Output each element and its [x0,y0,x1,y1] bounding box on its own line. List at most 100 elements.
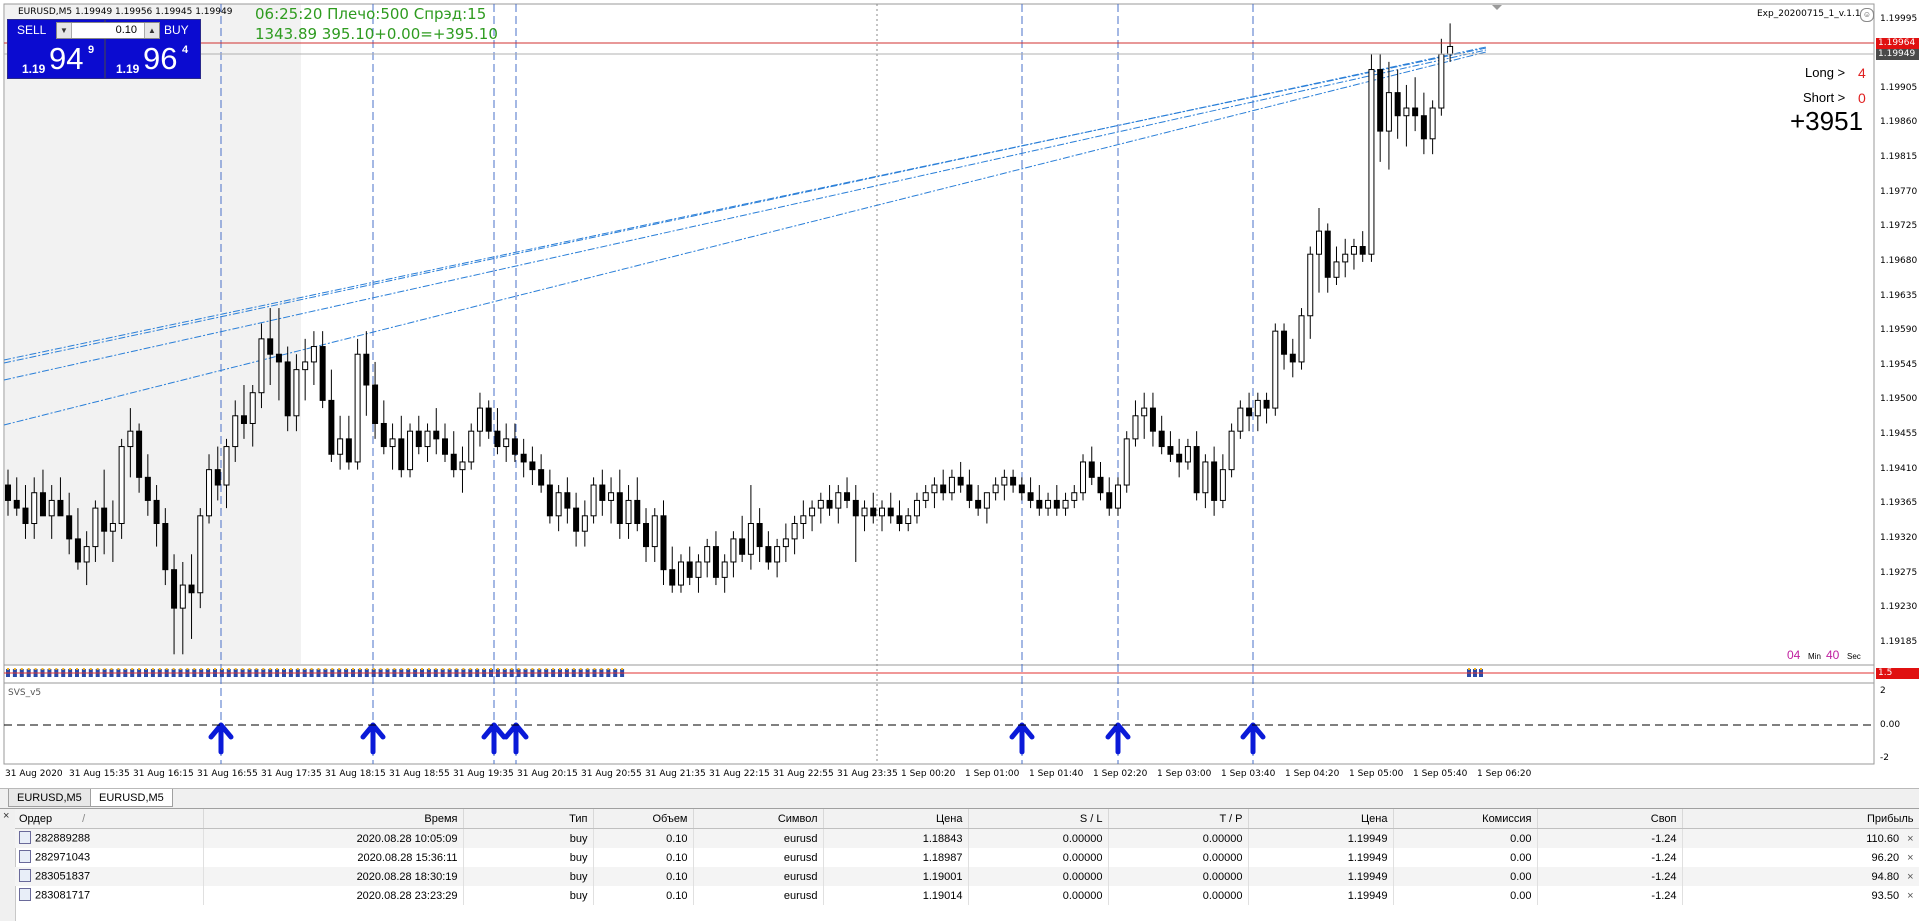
order-icon [19,869,31,882]
column-header-tp[interactable]: T / P [1108,809,1249,829]
candle-body [83,546,90,563]
candle-body [1281,330,1288,355]
time-axis-label: 31 Aug 15:35 [69,769,130,779]
candle-body [459,461,466,471]
candle-body [74,538,81,563]
profit-cell: 110.60 × [1682,828,1919,848]
candle-body [1385,92,1392,132]
tab-chart-2[interactable]: EURUSD,M5 [90,789,173,807]
volume-bar-cap [572,668,575,670]
candle-body [48,499,55,517]
candle-body [1394,92,1401,117]
indicator-level-top: 2 [1880,686,1886,696]
candle-body [1027,492,1034,501]
order-row[interactable]: 282971043 2020.08.28 15:36:11 buy 0.10 eurus… [15,848,1919,867]
tab-chart-1[interactable]: EURUSD,M5 [8,789,91,807]
candle-body [791,523,798,540]
terminal-close-icon[interactable]: × [3,810,10,822]
candle-body [1438,53,1445,109]
candle-body [92,507,99,548]
volume-bar-cap [545,668,548,670]
candle-body [39,492,46,517]
volume-value: 0.10 [115,24,137,36]
close-order-icon[interactable]: × [1907,870,1914,883]
volume-bar-cap [1468,668,1470,670]
candle-body [940,484,947,494]
volume-bar-cap [372,668,375,670]
candle-body [354,353,361,463]
sell-price-prefix: 1.19 [22,62,46,76]
column-header-volume[interactable]: Объем [593,809,694,829]
price-axis-label: 1.19320 [1880,532,1918,543]
time-axis-label: 1 Sep 06:20 [1477,769,1532,779]
time-axis-label: 31 Aug 22:55 [773,769,834,779]
expert-name: Exp_20200715_1_v.1.1 [1757,9,1861,19]
terminal-side-bar: × [0,809,16,921]
volume-bar-cap [276,668,279,670]
order-row[interactable]: 282889288 2020.08.28 10:05:09 buy 0.10 eurus… [15,828,1919,848]
candle-body [1420,115,1427,140]
column-header-order[interactable]: Ордер / [15,809,204,829]
column-header-type[interactable]: Тип [463,809,594,829]
order-row[interactable]: 283051837 2020.08.28 18:30:19 buy 0.10 eurus… [15,867,1919,886]
candle-body [109,523,116,532]
price-chart[interactable] [0,0,1919,788]
order-icon [19,831,31,844]
order-id-cell: 283081717 [15,886,204,905]
volume-bar-cap [483,668,486,670]
candle-body [966,484,973,501]
volume-bar-cap [1480,668,1482,670]
sell-price-big: 94 [49,41,84,76]
candle-body [1219,469,1226,501]
candle-body [704,546,711,563]
volume-field[interactable]: ▼ 0.10 ▲ [56,22,160,39]
candle-body [1368,69,1375,255]
candle-body [1184,446,1191,463]
candle-body [581,515,588,532]
column-header-time[interactable]: Время [203,809,464,829]
volume-bar-cap [365,668,368,670]
price-axis-label: 1.19680 [1880,255,1918,266]
candle-body [1176,453,1183,463]
chart-window[interactable]: EURUSD,M5 1.19949 1.19956 1.19945 1.1994… [0,0,1919,788]
candle-body [293,369,300,417]
volume-bar-cap [138,668,141,670]
candle-body [817,499,824,509]
candle-body [153,499,160,525]
column-header-open-price[interactable]: Цена [823,809,969,829]
volume-bar-cap [331,668,334,670]
candle-body [739,538,746,555]
profit-cell: 93.50 × [1682,886,1919,905]
order-cell: 1.19949 [1248,867,1394,886]
candle-body [31,492,38,525]
column-header-swap[interactable]: Своп [1537,809,1683,829]
column-header-current-price[interactable]: Цена [1248,809,1394,829]
candle-body [1263,399,1270,409]
terminal-panel: × Ордер / Время Тип Объем Символ Цена S /… [0,808,1919,921]
volume-bar-cap [614,668,617,670]
time-axis-label: 31 Aug 23:35 [837,769,898,779]
volume-dropdown-icon[interactable]: ▼ [57,23,72,38]
buy-price-sup: 4 [182,44,189,56]
expert-smiley-icon[interactable]: ☺ [1860,8,1874,22]
close-order-icon[interactable]: × [1907,889,1914,902]
column-header-sl[interactable]: S / L [968,809,1109,829]
candle-body [22,507,29,525]
close-order-icon[interactable]: × [1907,832,1914,845]
volume-bar-cap [186,668,189,670]
order-row[interactable]: 283081717 2020.08.28 23:23:29 buy 0.10 eurus… [15,886,1919,905]
column-header-profit[interactable]: Прибыль [1682,809,1919,829]
volume-up-icon[interactable]: ▲ [144,23,159,38]
chart-frame [3,3,1875,765]
candle-body [118,446,125,525]
order-icon [19,850,31,863]
order-cell: 1.19014 [823,886,969,905]
order-id: 283081717 [35,889,91,902]
volume-bar-cap [317,668,320,670]
close-order-icon[interactable]: × [1907,851,1914,864]
column-header-commission[interactable]: Комиссия [1393,809,1538,829]
order-trend-line [3,46,1487,364]
volume-bar-cap [400,668,403,670]
candle-body [677,561,684,586]
column-header-symbol[interactable]: Символ [693,809,824,829]
